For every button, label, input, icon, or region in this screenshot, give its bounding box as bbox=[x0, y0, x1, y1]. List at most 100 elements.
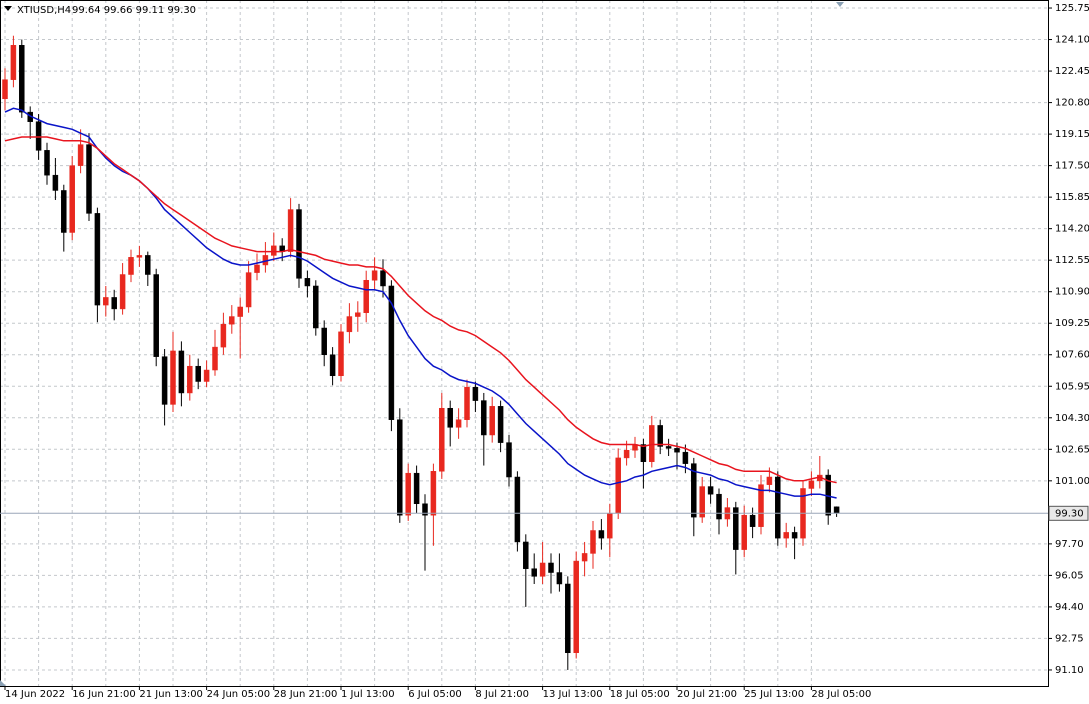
candle-body bbox=[640, 444, 647, 462]
candle-body bbox=[833, 506, 840, 514]
candle-body bbox=[649, 425, 655, 462]
candle-body bbox=[405, 472, 411, 516]
candle-body bbox=[791, 532, 798, 539]
x-tick-label: 8 Jul 21:00 bbox=[475, 689, 529, 700]
candle-body bbox=[447, 407, 453, 428]
candle-body bbox=[170, 350, 176, 405]
y-tick-label: 92.75 bbox=[1055, 633, 1084, 644]
candle-body bbox=[699, 486, 705, 518]
candle-body bbox=[237, 306, 243, 317]
x-tick-label: 24 Jun 05:00 bbox=[207, 689, 271, 700]
candle-body bbox=[481, 400, 487, 436]
candle-body bbox=[539, 562, 546, 577]
candle-body bbox=[195, 365, 201, 382]
candle-body bbox=[304, 278, 311, 287]
candle-body bbox=[758, 484, 764, 527]
candle-body bbox=[413, 472, 420, 505]
menu-arrow[interactable] bbox=[4, 6, 12, 11]
candle-body bbox=[766, 476, 773, 485]
candle-body bbox=[623, 450, 630, 459]
candle-body bbox=[388, 285, 395, 420]
candle-body bbox=[514, 476, 521, 543]
candle-body bbox=[111, 297, 117, 310]
x-tick-label: 14 Jun 2022 bbox=[5, 689, 65, 700]
y-tick-label: 124.10 bbox=[1055, 35, 1089, 46]
candle-body bbox=[439, 407, 445, 472]
price-label: 99.30 bbox=[1055, 508, 1084, 519]
x-tick-label: 20 Jul 21:00 bbox=[677, 689, 737, 700]
candle-body bbox=[321, 327, 327, 355]
candle-body bbox=[229, 316, 235, 325]
price-label-box bbox=[1048, 505, 1089, 521]
candle-body bbox=[161, 356, 168, 405]
candle-body bbox=[69, 165, 75, 233]
candle-body bbox=[573, 560, 579, 654]
candle-body bbox=[665, 446, 672, 449]
candle-body bbox=[119, 274, 126, 310]
candle-body bbox=[581, 553, 588, 562]
candle-body bbox=[531, 568, 537, 577]
x-tick-label: 6 Jul 05:00 bbox=[408, 689, 462, 700]
candle-body bbox=[430, 471, 437, 516]
candle-body bbox=[52, 174, 59, 191]
candle-body bbox=[128, 257, 134, 275]
candle-body bbox=[103, 297, 109, 306]
moving-average-line bbox=[4, 136, 837, 484]
y-tick-label: 94.40 bbox=[1055, 602, 1084, 613]
scale-marker bbox=[0, 680, 6, 686]
candle-body bbox=[35, 121, 42, 151]
y-tick-label: 120.80 bbox=[1055, 98, 1089, 109]
candle-body bbox=[497, 406, 504, 443]
x-tick-label: 28 Jun 21:00 bbox=[274, 689, 338, 700]
candle-body bbox=[741, 514, 747, 550]
y-tick-label: 107.60 bbox=[1055, 350, 1089, 361]
candle-body bbox=[19, 45, 25, 113]
candle-body bbox=[489, 406, 495, 436]
candle-body bbox=[691, 463, 697, 518]
candle-body bbox=[472, 386, 479, 401]
marks bbox=[2, 35, 840, 670]
candle-body bbox=[212, 346, 218, 371]
candle-body bbox=[590, 530, 596, 554]
candle-body bbox=[94, 213, 101, 306]
candle-body bbox=[607, 513, 613, 539]
candle-body bbox=[271, 245, 277, 256]
candle-body bbox=[615, 457, 621, 514]
y-tick-label: 122.45 bbox=[1055, 66, 1089, 77]
y-tick-label: 114.20 bbox=[1055, 224, 1089, 235]
candle-body bbox=[422, 503, 428, 516]
candle-body bbox=[10, 45, 17, 80]
candle-body bbox=[548, 562, 554, 573]
candle-body bbox=[178, 350, 185, 394]
x-tick-label: 16 Jun 21:00 bbox=[72, 689, 136, 700]
plot-frame bbox=[0, 0, 1049, 687]
y-tick-label: 102.65 bbox=[1055, 444, 1089, 455]
candle-body bbox=[682, 451, 689, 464]
candle-body bbox=[329, 354, 336, 377]
candle-body bbox=[313, 285, 319, 329]
y-tick-label: 91.10 bbox=[1055, 665, 1084, 676]
candle-body bbox=[363, 279, 369, 313]
candle-body bbox=[523, 541, 529, 569]
candle-body bbox=[808, 480, 815, 489]
candle-body bbox=[346, 316, 353, 333]
candle-body bbox=[598, 530, 605, 539]
y-tick-label: 104.30 bbox=[1055, 413, 1089, 424]
candle-body bbox=[145, 255, 151, 275]
shift-marker[interactable] bbox=[836, 2, 844, 7]
candle-body bbox=[153, 274, 159, 357]
y-tick-label: 117.50 bbox=[1055, 161, 1089, 172]
candle-body bbox=[254, 264, 260, 273]
y-tick-label: 97.70 bbox=[1055, 539, 1084, 550]
candle-body bbox=[749, 514, 756, 527]
candle-body bbox=[371, 270, 378, 281]
candle-body bbox=[136, 255, 143, 258]
y-tick-label: 96.05 bbox=[1055, 570, 1084, 581]
candle-body bbox=[203, 369, 210, 382]
chart-title: XTIUSD,H4 bbox=[17, 5, 71, 16]
candle-body bbox=[44, 150, 50, 176]
candle-body bbox=[657, 425, 663, 447]
x-tick-label: 13 Jul 13:00 bbox=[543, 689, 603, 700]
candle-body bbox=[77, 144, 84, 166]
